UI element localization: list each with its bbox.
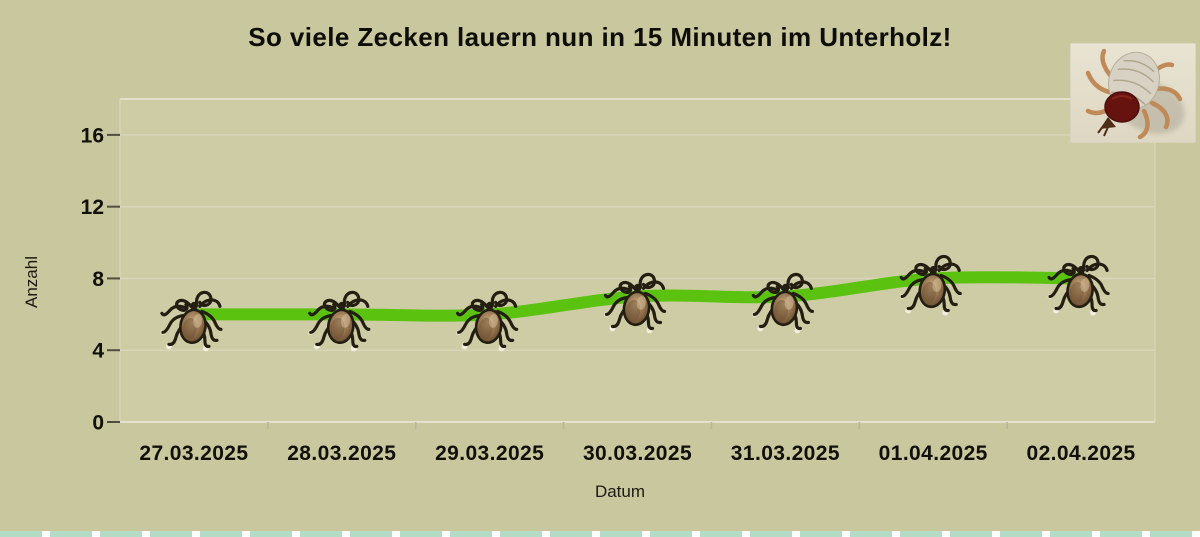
y-axis-tick-label: 12: [81, 196, 104, 219]
x-axis-tick-label: 30.03.2025: [583, 442, 692, 465]
y-axis-tick-label: 8: [92, 268, 104, 291]
tick-bug-icon: [603, 272, 667, 334]
data-point-markers: [160, 254, 1110, 352]
tick-bug-icon: [899, 254, 962, 316]
tick-bug-icon: [308, 290, 371, 352]
tick-bug-icon: [1047, 254, 1110, 316]
plot-borders: [119, 98, 1156, 423]
x-axis-tick-label: 31.03.2025: [731, 442, 840, 465]
x-axis-title: Datum: [595, 482, 645, 501]
y-axis-tick-label: 4: [92, 340, 104, 363]
gridlines: [120, 134, 1155, 351]
tick-bug-icon: [160, 290, 223, 352]
y-axis-tick-labels: 0 4 8 12 16: [81, 124, 105, 434]
y-axis-tick-label: 0: [92, 412, 104, 435]
axis-tick-marks: [107, 133, 1008, 429]
y-axis-title: Anzahl: [22, 256, 41, 308]
plot-area: [120, 99, 1155, 422]
pattern-strip: [0, 531, 1200, 537]
x-axis-tick-label: 01.04.2025: [879, 442, 988, 465]
chart-title: So viele Zecken lauern nun in 15 Minuten…: [248, 22, 952, 52]
x-axis-tick-label: 29.03.2025: [435, 442, 544, 465]
x-axis-tick-label: 27.03.2025: [139, 442, 248, 465]
x-axis-tick-label: 28.03.2025: [287, 442, 396, 465]
tick-bug-icon: [751, 272, 814, 334]
tick-bug-icon: [456, 290, 519, 352]
x-axis-tick-labels: 27.03.2025 28.03.2025 29.03.2025 30.03.2025…: [139, 442, 1135, 465]
y-axis-tick-label: 16: [81, 124, 104, 147]
tick-photo-icon: [1070, 43, 1196, 143]
x-axis-tick-label: 02.04.2025: [1027, 442, 1136, 465]
